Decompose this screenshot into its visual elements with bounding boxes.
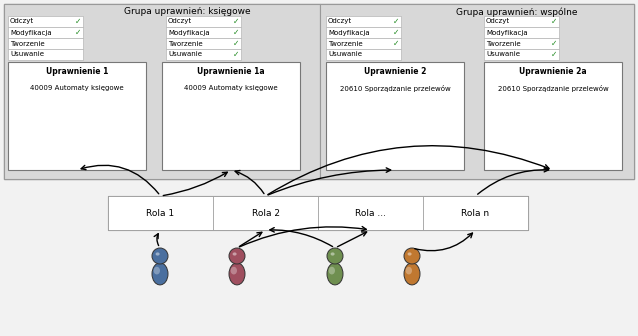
Bar	[108, 196, 528, 230]
Text: Modyfikacja: Modyfikacja	[486, 30, 528, 36]
Text: Usuwanie: Usuwanie	[328, 51, 362, 57]
Bar	[326, 49, 401, 60]
Text: 20610 Sporządzanie przelewów: 20610 Sporządzanie przelewów	[498, 84, 609, 91]
Text: Usuwanie: Usuwanie	[168, 51, 202, 57]
Bar	[8, 49, 83, 60]
Bar	[166, 49, 241, 60]
Bar	[320, 4, 634, 179]
Text: Tworzenie: Tworzenie	[328, 41, 362, 46]
Ellipse shape	[229, 263, 245, 285]
Bar	[162, 62, 300, 170]
Text: Tworzenie: Tworzenie	[486, 41, 521, 46]
Text: Grupa uprawnień: księgowe: Grupa uprawnień: księgowe	[124, 7, 250, 16]
Bar	[8, 38, 83, 49]
Ellipse shape	[404, 263, 420, 285]
Text: Odczyt: Odczyt	[328, 18, 352, 25]
Text: Grupa uprawnień: wspólne: Grupa uprawnień: wspólne	[456, 7, 578, 17]
Text: ✓: ✓	[75, 28, 81, 37]
Text: ✓: ✓	[233, 50, 239, 59]
Text: ✓: ✓	[393, 28, 399, 37]
Bar	[4, 4, 634, 179]
Bar	[213, 196, 318, 230]
Text: Rola 1: Rola 1	[147, 209, 175, 217]
Text: Odczyt: Odczyt	[486, 18, 510, 25]
Text: Uprawnienie 1a: Uprawnienie 1a	[197, 68, 265, 77]
Bar	[4, 4, 320, 179]
Text: ✓: ✓	[233, 17, 239, 26]
Ellipse shape	[329, 267, 335, 275]
Bar	[484, 62, 622, 170]
Text: Tworzenie: Tworzenie	[168, 41, 203, 46]
Text: Uprawnienie 1: Uprawnienie 1	[46, 68, 108, 77]
Text: 40009 Automaty księgowe: 40009 Automaty księgowe	[184, 85, 278, 91]
Bar	[108, 196, 213, 230]
Circle shape	[229, 248, 245, 264]
Text: Rola 2: Rola 2	[251, 209, 279, 217]
Text: ✓: ✓	[393, 39, 399, 48]
Text: 20610 Sporządzanie przelewów: 20610 Sporządzanie przelewów	[339, 84, 450, 91]
Text: 40009 Automaty księgowe: 40009 Automaty księgowe	[30, 85, 124, 91]
Ellipse shape	[154, 267, 160, 275]
Circle shape	[327, 248, 343, 264]
Circle shape	[152, 248, 168, 264]
Text: ✓: ✓	[393, 17, 399, 26]
Ellipse shape	[406, 267, 412, 275]
Bar	[484, 16, 559, 27]
Text: Odczyt: Odczyt	[168, 18, 192, 25]
Text: ✓: ✓	[233, 28, 239, 37]
Text: Modyfikacja: Modyfikacja	[168, 30, 210, 36]
Text: Modyfikacja: Modyfikacja	[10, 30, 52, 36]
Bar	[166, 38, 241, 49]
Text: Rola n: Rola n	[461, 209, 489, 217]
Ellipse shape	[233, 252, 237, 256]
Ellipse shape	[330, 252, 334, 256]
Text: ✓: ✓	[551, 39, 557, 48]
Text: ✓: ✓	[75, 17, 81, 26]
Ellipse shape	[156, 252, 160, 256]
Text: Tworzenie: Tworzenie	[10, 41, 45, 46]
Bar	[326, 16, 401, 27]
Bar	[8, 16, 83, 27]
Text: Rola ...: Rola ...	[355, 209, 386, 217]
Circle shape	[404, 248, 420, 264]
Text: Modyfikacja: Modyfikacja	[328, 30, 369, 36]
Text: Usuwanie: Usuwanie	[10, 51, 44, 57]
Bar	[326, 38, 401, 49]
Text: Uprawnienie 2a: Uprawnienie 2a	[519, 68, 587, 77]
Text: Usuwanie: Usuwanie	[486, 51, 520, 57]
Bar	[8, 62, 146, 170]
Bar	[326, 62, 464, 170]
Ellipse shape	[327, 263, 343, 285]
Bar	[166, 16, 241, 27]
Bar	[423, 196, 528, 230]
Bar	[484, 27, 559, 38]
Text: ✓: ✓	[551, 50, 557, 59]
Ellipse shape	[408, 252, 412, 256]
Text: ✓: ✓	[551, 17, 557, 26]
Text: ✓: ✓	[233, 39, 239, 48]
Bar	[166, 27, 241, 38]
Bar	[8, 27, 83, 38]
Bar	[484, 38, 559, 49]
Ellipse shape	[152, 263, 168, 285]
Text: Uprawnienie 2: Uprawnienie 2	[364, 68, 426, 77]
Bar	[326, 27, 401, 38]
Bar	[484, 49, 559, 60]
Ellipse shape	[230, 267, 237, 275]
Bar	[318, 196, 423, 230]
Text: Odczyt: Odczyt	[10, 18, 34, 25]
